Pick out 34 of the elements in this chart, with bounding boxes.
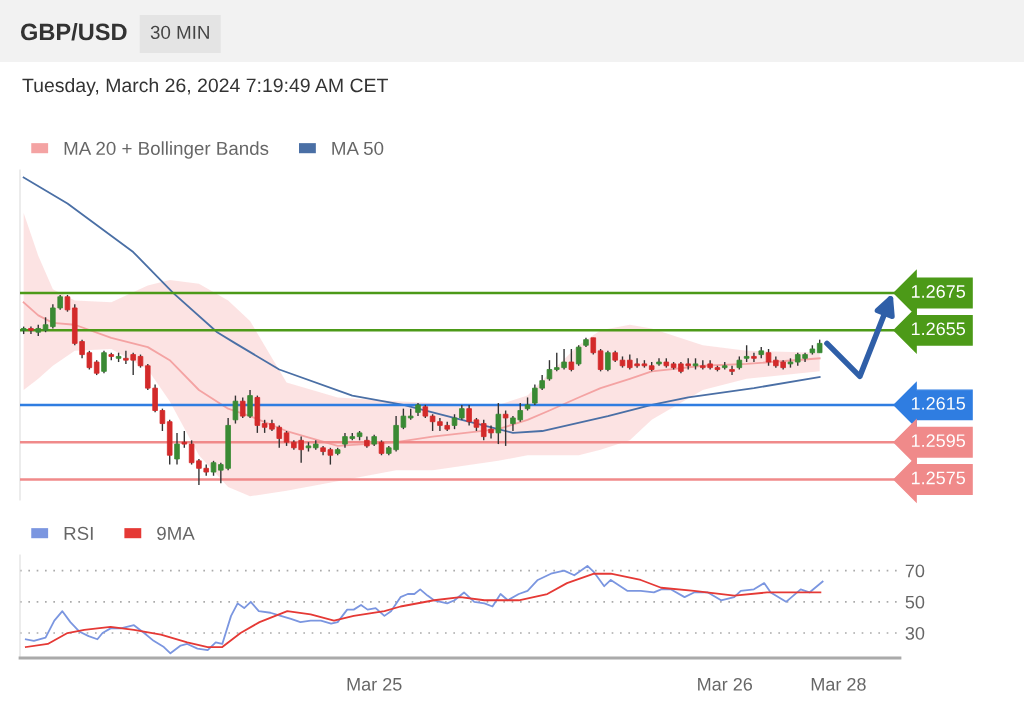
legend-label: RSI [64,526,93,541]
ref-line-label: 1.2675 [911,285,966,298]
y-tick-label: 50 [905,595,925,609]
candlestick [575,344,582,367]
line-series [24,565,824,655]
legend-label: MA 20 + Bollinger Bands [64,141,269,159]
candlestick [546,359,553,382]
chart-title: GBP/USD [20,23,127,41]
candlestick [605,350,611,373]
x-tick-label: Mar 25 [347,677,402,691]
chart-subtitle: Tuesday, March 26, 2024 7:19:49 AM CET [22,77,388,97]
line-series [24,572,822,648]
candlestick [232,394,239,425]
ref-line-label: 1.2615 [911,396,966,410]
candlestick [247,389,253,419]
text: Mar 28 [811,677,866,691]
candlestick [597,348,604,373]
ref-line-label: 1.2655 [911,322,966,336]
candlestick [729,365,735,376]
ref-line-label: 1.2575 [911,471,966,485]
candlestick [568,348,575,373]
candlestick [101,350,107,374]
legend-label: 9MA [157,526,195,541]
x-tick-label: Mar 26 [698,677,753,691]
candlestick [239,396,246,419]
y-tick-label: 30 [905,626,925,640]
text: 30 MIN [150,25,209,40]
ref-line-label: 1.2595 [911,434,966,448]
candlestick [751,352,757,363]
y-tick-label: 70 [905,564,925,578]
candlestick [174,432,180,466]
candlestick [502,409,509,447]
legend-label: MA 50 [332,141,384,156]
candlestick [495,402,502,445]
